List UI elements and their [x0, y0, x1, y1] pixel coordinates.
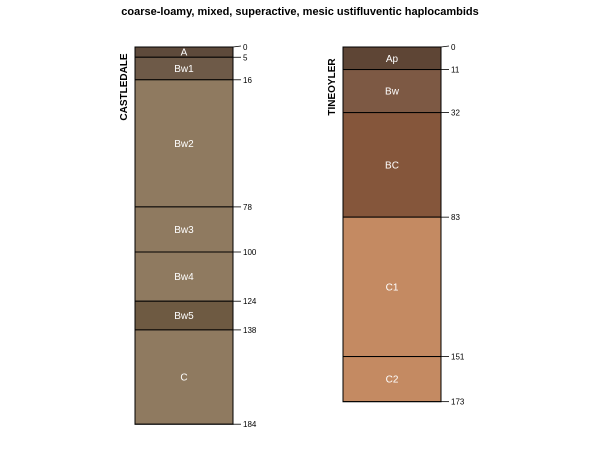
- profile-border: [342, 46, 442, 403]
- horizon-label: C1: [386, 282, 399, 293]
- profile-border: [134, 46, 234, 425]
- horizon-label: C2: [386, 375, 399, 386]
- horizon-bw4: [134, 251, 234, 302]
- horizon-c: [134, 329, 234, 425]
- horizon-label: BC: [385, 160, 399, 171]
- depth-label: 16: [243, 76, 252, 85]
- profile-name: TINEOYLER: [327, 58, 338, 116]
- horizon-label: Bw: [385, 87, 400, 98]
- depth-label: 11: [451, 66, 460, 75]
- profile-tineoyler: Ap Bw BC C1 C2 0 11 32 83 151 173 TINEOYLER: [327, 43, 465, 407]
- depth-label: 138: [243, 326, 257, 335]
- figure-title: coarse-loamy, mixed, superactive, mesic …: [121, 6, 479, 18]
- depth-label: 32: [451, 109, 460, 118]
- depth-label: 151: [451, 353, 465, 362]
- profile-castledale: A Bw1 Bw2 Bw3 Bw4 Bw5 C 05 16 78 100 124 138 184 CASTL…: [119, 43, 257, 429]
- depth-tick: [440, 45, 450, 48]
- horizon-label: Bw5: [174, 311, 194, 322]
- depth-label: 0: [451, 43, 456, 52]
- horizon-label: Bw3: [174, 225, 194, 236]
- depth-label: 100: [243, 248, 257, 257]
- horizon-label: Bw1: [174, 64, 194, 75]
- profile-name: CASTLEDALE: [119, 53, 130, 121]
- horizon-bc: [342, 112, 442, 218]
- depth-label: 5: [243, 53, 248, 62]
- depth-label: 83: [451, 213, 460, 222]
- horizon-c1: [342, 216, 442, 358]
- depth-label: 124: [243, 297, 257, 306]
- depth-label: 0: [243, 43, 248, 52]
- horizon-label: C: [180, 373, 187, 384]
- horizon-label: Bw2: [174, 139, 194, 150]
- depth-label: 184: [243, 420, 257, 429]
- horizon-bw3: [134, 206, 234, 253]
- depth-label: 78: [243, 203, 252, 212]
- horizon-label: Ap: [386, 54, 399, 65]
- depth-tick: [232, 45, 242, 48]
- depth-label: 173: [451, 398, 465, 407]
- horizon-label: Bw4: [174, 272, 194, 283]
- horizon-label: A: [181, 48, 188, 59]
- horizon-bw: [342, 69, 442, 114]
